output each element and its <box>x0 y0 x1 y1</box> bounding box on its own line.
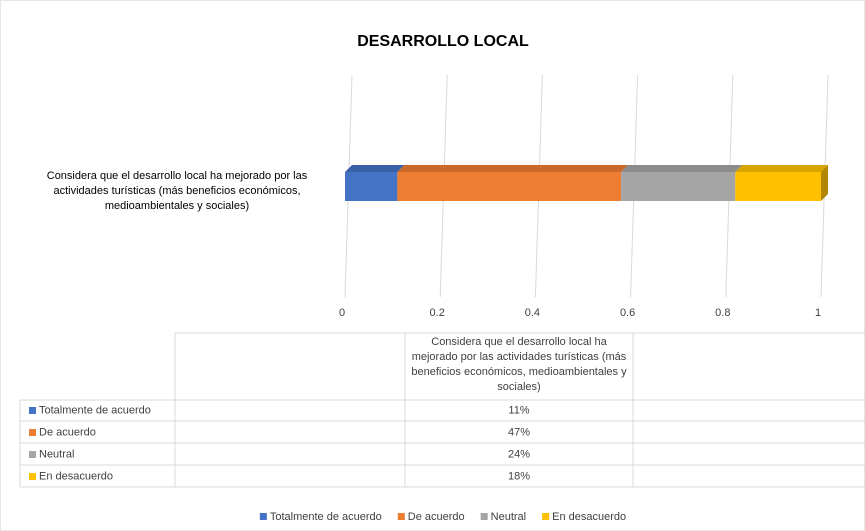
table-value: 11% <box>508 404 529 416</box>
bar-depth <box>821 165 828 201</box>
legend-label: Totalmente de acuerdo <box>270 511 382 523</box>
legend-key <box>29 451 36 458</box>
x-tick-label: 1 <box>815 307 821 319</box>
table-row-label: Totalmente de acuerdo <box>39 404 151 416</box>
table-value: 18% <box>508 470 530 482</box>
x-tick-label: 0.2 <box>430 307 445 319</box>
bar <box>735 172 821 201</box>
legend-key <box>480 513 488 520</box>
legend-label: En desacuerdo <box>552 511 626 523</box>
category-label: Considera que el desarrollo local ha mej… <box>46 170 308 212</box>
bar <box>621 172 736 201</box>
bar <box>345 172 398 201</box>
legend-key <box>29 429 36 436</box>
table-value: 47% <box>508 426 530 438</box>
x-tick-label: 0.4 <box>525 307 540 319</box>
legend-key <box>259 513 267 520</box>
x-tick-label: 0.8 <box>715 307 730 319</box>
bar-depth <box>621 165 743 172</box>
x-tick-label: 0.6 <box>620 307 635 319</box>
bar-depth <box>735 165 828 172</box>
bar-depth <box>397 165 629 172</box>
legend-label: De acuerdo <box>408 511 465 523</box>
table-row-label: En desacuerdo <box>39 470 113 482</box>
table-row-label: Neutral <box>39 448 74 460</box>
bar <box>397 172 622 201</box>
legend-key <box>29 473 36 480</box>
chart-title: DESARROLLO LOCAL <box>357 33 529 50</box>
legend-key <box>397 513 405 520</box>
legend-label: Neutral <box>491 511 526 523</box>
table-header: Considera que el desarrollo local ha mej… <box>411 336 627 393</box>
data-table-grid <box>19 332 865 488</box>
x-tick-label: 0 <box>339 307 345 319</box>
legend-key <box>542 513 550 520</box>
table-row-label: De acuerdo <box>39 426 96 438</box>
bar-depth <box>345 165 405 172</box>
table-value: 24% <box>508 448 530 460</box>
legend-key <box>29 407 36 414</box>
